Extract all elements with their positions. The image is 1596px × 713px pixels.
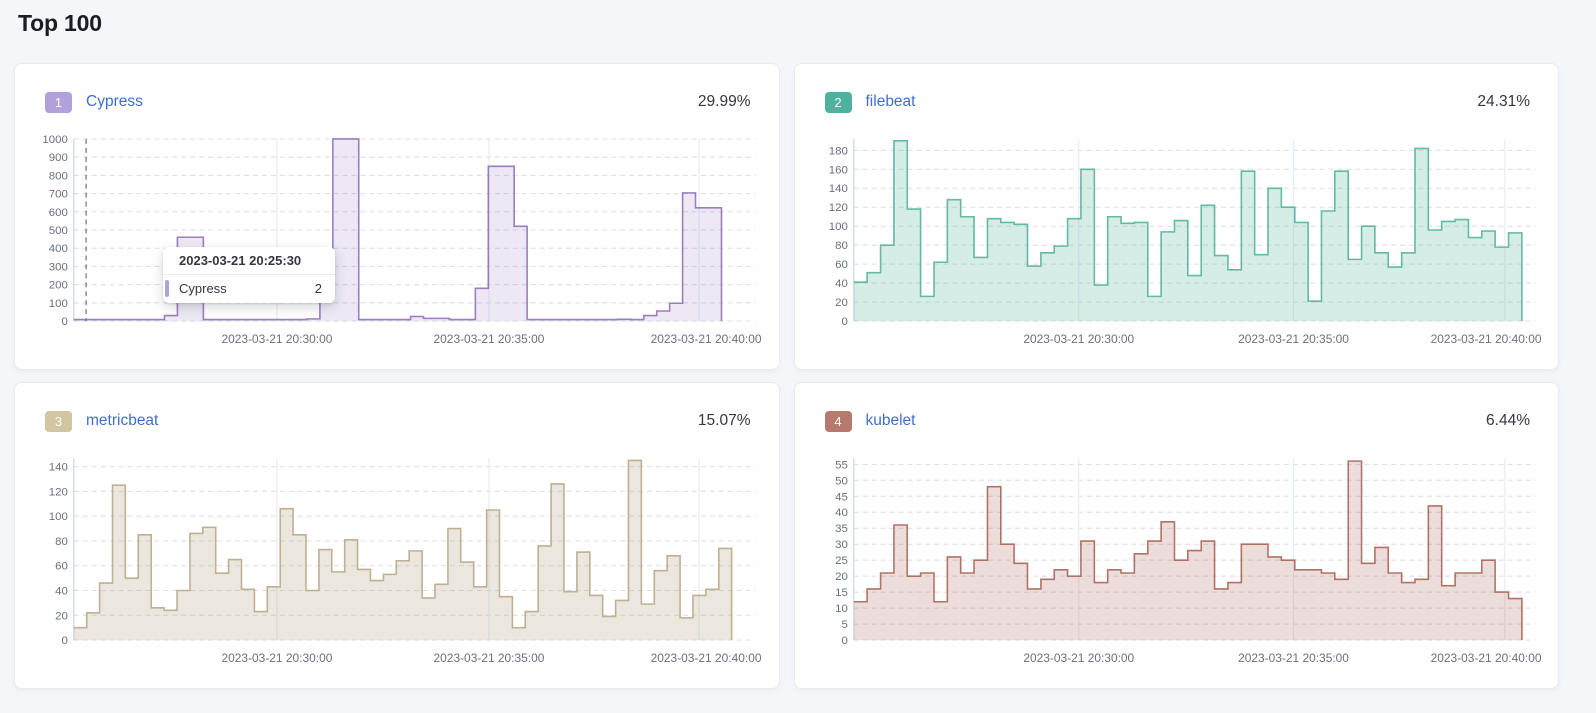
svg-text:10: 10 bbox=[835, 603, 848, 615]
card-header: 4 kubelet 6.44% bbox=[810, 409, 1544, 433]
svg-text:60: 60 bbox=[835, 259, 848, 271]
svg-text:40: 40 bbox=[835, 507, 848, 519]
page-title: Top 100 bbox=[18, 10, 102, 36]
svg-text:0: 0 bbox=[61, 635, 67, 647]
svg-text:2023-03-21 20:40:00: 2023-03-21 20:40:00 bbox=[651, 332, 762, 346]
rank-badge: 2 bbox=[824, 91, 852, 113]
card-header: 2 filebeat 24.31% bbox=[810, 90, 1544, 114]
svg-text:80: 80 bbox=[55, 536, 68, 548]
svg-text:2023-03-21 20:30:00: 2023-03-21 20:30:00 bbox=[222, 332, 333, 346]
svg-text:5: 5 bbox=[841, 619, 847, 631]
svg-text:30: 30 bbox=[835, 539, 848, 551]
svg-text:15: 15 bbox=[835, 587, 848, 599]
svg-text:0: 0 bbox=[841, 316, 847, 328]
charts-grid: 1 Cypress 29.99% 0 100 200 300 400 500 600 700 8… bbox=[14, 63, 1559, 689]
chart-area: 0 20 40 60 80 100 120 140 2023-03-21 20:30:00 202… bbox=[30, 445, 764, 676]
svg-text:2023-03-21 20:40:00: 2023-03-21 20:40:00 bbox=[651, 651, 762, 665]
svg-text:500: 500 bbox=[49, 225, 68, 237]
svg-text:140: 140 bbox=[49, 462, 68, 474]
svg-text:20: 20 bbox=[55, 610, 68, 622]
svg-text:2023-03-21 20:35:00: 2023-03-21 20:35:00 bbox=[434, 332, 545, 346]
svg-text:2023-03-21 20:30:00: 2023-03-21 20:30:00 bbox=[1023, 332, 1134, 346]
svg-text:60: 60 bbox=[55, 561, 68, 573]
svg-text:100: 100 bbox=[828, 221, 847, 233]
rank-badge: 3 bbox=[45, 410, 72, 432]
svg-text:35: 35 bbox=[835, 523, 848, 535]
svg-text:2023-03-21 20:40:00: 2023-03-21 20:40:00 bbox=[1430, 332, 1541, 346]
svg-text:160: 160 bbox=[828, 164, 847, 176]
chart-card-cypress: 1 Cypress 29.99% 0 100 200 300 400 500 600 700 8… bbox=[14, 63, 780, 370]
svg-text:700: 700 bbox=[49, 189, 68, 201]
area-chart-filebeat[interactable]: 0 20 40 60 80 100 120 140 160 180 2023-03-21 20:30… bbox=[810, 126, 1544, 357]
chart-area: 0 20 40 60 80 100 120 140 160 180 2023-03-21 20:30… bbox=[810, 126, 1544, 357]
svg-text:2023-03-21 20:30:00: 2023-03-21 20:30:00 bbox=[222, 651, 333, 665]
card-header: 1 Cypress 29.99% bbox=[30, 90, 764, 114]
svg-text:200: 200 bbox=[49, 280, 68, 292]
rank-badge: 4 bbox=[824, 410, 852, 432]
chart-card-kubelet: 4 kubelet 6.44% 0 5 10 15 20 25 30 35 40 45 50 55 20… bbox=[793, 382, 1559, 689]
svg-text:600: 600 bbox=[49, 207, 68, 219]
svg-text:100: 100 bbox=[49, 511, 68, 523]
svg-text:0: 0 bbox=[61, 316, 67, 328]
series-link-cypress[interactable]: Cypress bbox=[86, 93, 143, 110]
tooltip-row: Cypress 2 bbox=[163, 275, 335, 303]
percent-value: 15.07% bbox=[697, 412, 751, 429]
area-chart-metricbeat[interactable]: 0 20 40 60 80 100 120 140 2023-03-21 20:30:00 202… bbox=[30, 445, 764, 676]
series-link-filebeat[interactable]: filebeat bbox=[865, 93, 916, 110]
svg-text:20: 20 bbox=[835, 297, 848, 309]
svg-text:50: 50 bbox=[835, 475, 848, 487]
chart-card-metricbeat: 3 metricbeat 15.07% 0 20 40 60 80 100 120 140 20… bbox=[14, 382, 780, 689]
svg-text:40: 40 bbox=[55, 585, 68, 597]
svg-text:100: 100 bbox=[49, 298, 68, 310]
svg-text:2023-03-21 20:35:00: 2023-03-21 20:35:00 bbox=[1238, 651, 1349, 665]
svg-text:20: 20 bbox=[835, 571, 848, 583]
svg-text:2023-03-21 20:40:00: 2023-03-21 20:40:00 bbox=[1430, 651, 1541, 665]
svg-text:300: 300 bbox=[49, 261, 68, 273]
svg-text:40: 40 bbox=[835, 278, 848, 290]
chart-card-filebeat: 2 filebeat 24.31% 0 20 40 60 80 100 120 140 160 1… bbox=[793, 63, 1559, 370]
svg-text:800: 800 bbox=[49, 170, 68, 182]
series-swatch bbox=[165, 280, 169, 297]
area-chart-kubelet[interactable]: 0 5 10 15 20 25 30 35 40 45 50 55 2023-03-21 20:30:0… bbox=[810, 445, 1544, 676]
tooltip-timestamp: 2023-03-21 20:25:30 bbox=[163, 247, 335, 275]
svg-text:2023-03-21 20:35:00: 2023-03-21 20:35:00 bbox=[1238, 332, 1349, 346]
series-link-kubelet[interactable]: kubelet bbox=[865, 412, 916, 429]
svg-text:900: 900 bbox=[49, 152, 68, 164]
svg-text:1000: 1000 bbox=[42, 134, 67, 146]
svg-text:400: 400 bbox=[49, 243, 68, 255]
svg-text:180: 180 bbox=[828, 145, 847, 157]
svg-text:0: 0 bbox=[841, 635, 847, 647]
svg-text:120: 120 bbox=[49, 486, 68, 498]
percent-value: 29.99% bbox=[697, 93, 751, 110]
percent-value: 6.44% bbox=[1486, 412, 1530, 429]
svg-text:80: 80 bbox=[835, 240, 848, 252]
chart-area: 0 100 200 300 400 500 600 700 800 900 1000 2023-03-… bbox=[30, 126, 764, 357]
percent-value: 24.31% bbox=[1477, 93, 1530, 110]
tooltip-series-name: Cypress bbox=[179, 281, 227, 296]
svg-text:120: 120 bbox=[828, 202, 847, 214]
rank-badge: 1 bbox=[45, 91, 72, 113]
svg-text:25: 25 bbox=[835, 555, 848, 567]
series-link-metricbeat[interactable]: metricbeat bbox=[86, 412, 159, 429]
chart-area: 0 5 10 15 20 25 30 35 40 45 50 55 2023-03-21 20:30:0… bbox=[810, 445, 1544, 676]
area-chart-cypress[interactable]: 0 100 200 300 400 500 600 700 800 900 1000 2023-03-… bbox=[30, 126, 764, 357]
tooltip-series-value: 2 bbox=[314, 281, 322, 296]
svg-text:2023-03-21 20:30:00: 2023-03-21 20:30:00 bbox=[1023, 651, 1134, 665]
svg-text:140: 140 bbox=[828, 183, 847, 195]
svg-text:55: 55 bbox=[835, 459, 848, 471]
svg-text:45: 45 bbox=[835, 491, 848, 503]
svg-text:2023-03-21 20:35:00: 2023-03-21 20:35:00 bbox=[434, 651, 545, 665]
chart-tooltip: 2023-03-21 20:25:30 Cypress 2 bbox=[163, 247, 335, 303]
card-header: 3 metricbeat 15.07% bbox=[30, 409, 764, 433]
